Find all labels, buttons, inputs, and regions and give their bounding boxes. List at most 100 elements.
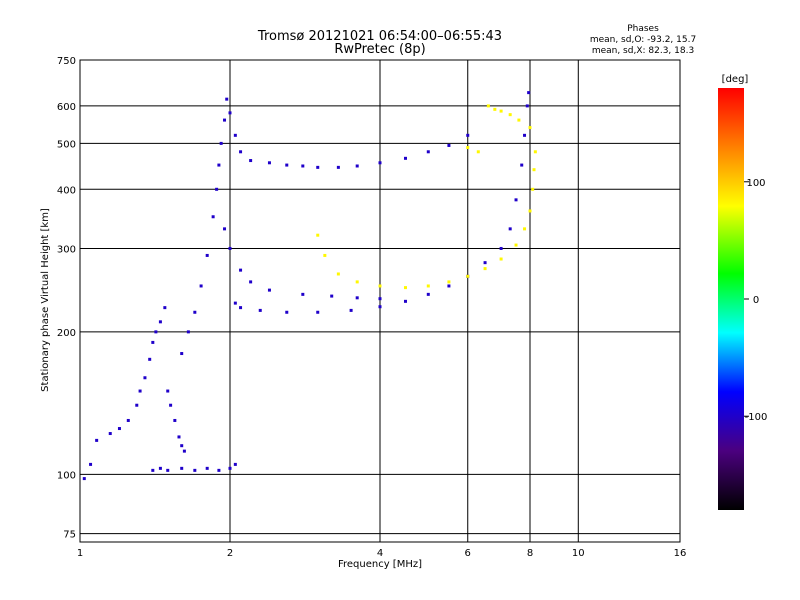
data-point (514, 198, 518, 202)
data-point (151, 468, 155, 472)
phase-stats-o: mean, sd,O: -93.2, 15.7 (590, 35, 696, 45)
y-tick-label: 200 (57, 328, 76, 339)
y-tick-label: 100 (57, 470, 76, 481)
data-point (228, 466, 232, 470)
data-point (403, 156, 407, 160)
data-point (499, 109, 503, 113)
data-point (177, 435, 181, 439)
x-tick-label: 2 (227, 548, 233, 559)
data-point (148, 357, 152, 361)
data-point (267, 288, 271, 292)
data-point (523, 227, 527, 231)
x-tick-label: 16 (674, 548, 687, 559)
data-point (466, 146, 470, 150)
data-point (301, 164, 305, 168)
data-point (193, 310, 197, 314)
data-point (166, 389, 170, 393)
colorbar: [deg] 100 0 -100 (718, 74, 767, 510)
data-point (158, 320, 162, 324)
data-point (447, 284, 451, 288)
data-point (336, 165, 340, 169)
data-point (493, 107, 497, 111)
data-point (285, 310, 289, 314)
data-point (258, 308, 262, 312)
data-point (249, 159, 253, 163)
data-point (466, 274, 470, 278)
data-point (225, 97, 229, 101)
data-point (355, 164, 359, 168)
data-point (138, 389, 142, 393)
data-point (199, 284, 203, 288)
y-axis-ticks: 75 100 200 300 400 500 600 750 (57, 56, 76, 541)
data-point (228, 111, 232, 115)
data-point (447, 143, 451, 147)
data-point (525, 104, 529, 108)
y-tick-label: 400 (57, 185, 76, 196)
data-point (316, 165, 320, 169)
x-tick-label: 10 (572, 548, 585, 559)
colorbar-tick-label: 0 (753, 295, 759, 306)
data-point (531, 187, 535, 191)
data-point (169, 403, 173, 407)
data-point (483, 261, 487, 265)
data-point (108, 432, 112, 436)
data-point (520, 163, 524, 167)
phase-stats-heading: Phases (627, 24, 659, 34)
data-point (330, 294, 334, 298)
data-point (151, 340, 155, 344)
data-point (285, 163, 289, 167)
data-point (349, 308, 353, 312)
data-point (154, 330, 158, 334)
data-point (483, 267, 487, 271)
data-point (508, 227, 512, 231)
y-tick-label: 75 (63, 530, 76, 541)
data-point (355, 296, 359, 300)
data-point (532, 168, 536, 172)
data-point (89, 462, 93, 466)
data-point (95, 438, 99, 442)
data-point (233, 301, 237, 305)
data-point (426, 150, 430, 154)
x-tick-label: 6 (465, 548, 471, 559)
y-axis-label: Stationary phase Virtual Height [km] (40, 208, 51, 392)
x-axis-label: Frequency [MHz] (338, 559, 422, 570)
data-point (323, 253, 327, 257)
data-point (528, 209, 532, 213)
data-point (447, 280, 451, 284)
data-point (378, 297, 382, 301)
y-tick-label: 300 (57, 244, 76, 255)
chart-title: Tromsø 20121021 06:54:00–06:55:43 (257, 29, 502, 44)
data-point (163, 306, 167, 310)
data-point (249, 280, 253, 284)
data-points (82, 91, 537, 481)
data-point (211, 215, 215, 219)
data-point (528, 126, 532, 130)
data-point (336, 272, 340, 276)
colorbar-tick-label: -100 (745, 412, 768, 423)
data-point (378, 305, 382, 309)
data-point (233, 133, 237, 137)
y-tick-label: 750 (57, 56, 76, 67)
data-point (378, 284, 382, 288)
data-point (217, 163, 221, 167)
data-point (126, 418, 130, 422)
x-tick-label: 8 (527, 548, 533, 559)
data-point (223, 227, 227, 231)
data-point (508, 113, 512, 117)
data-point (193, 468, 197, 472)
data-point (499, 246, 503, 250)
data-point (476, 150, 480, 154)
data-point (158, 466, 162, 470)
data-point (527, 91, 531, 95)
chart-subtitle: RwPretec (8p) (334, 42, 425, 57)
colorbar-label: [deg] (722, 74, 749, 85)
data-point (403, 286, 407, 290)
grid (80, 60, 680, 542)
data-point (143, 376, 147, 380)
data-point (533, 150, 537, 154)
data-point (180, 444, 184, 448)
data-point (223, 118, 227, 122)
data-point (486, 104, 490, 108)
x-axis-ticks: 1 2 4 6 8 10 16 (77, 548, 687, 559)
